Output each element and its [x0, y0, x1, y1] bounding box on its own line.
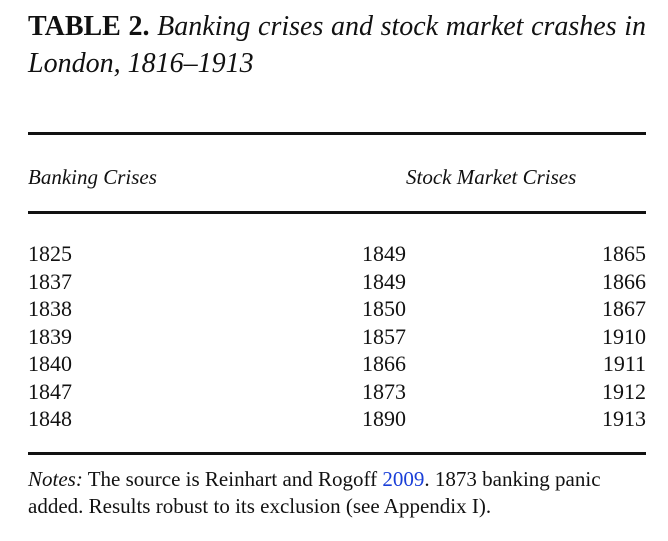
table-cell: 1865 — [602, 241, 646, 266]
table-cell: 1873 — [362, 378, 406, 404]
notes-label: Notes: — [28, 467, 83, 491]
header-stock-market-crises: Stock Market Crises — [406, 165, 577, 189]
stock-crises-column-1: 1849 1849 1850 1857 1866 1873 1890 — [362, 240, 482, 433]
table-notes: Notes: The source is Reinhart and Rogoff… — [28, 466, 646, 520]
notes-text-continued: . 1873 banking panic added. Results robu… — [28, 467, 601, 518]
table-cell: 1849 — [362, 268, 406, 294]
table-cell: 1913 — [602, 406, 646, 431]
table-cell: 1912 — [602, 378, 646, 404]
table-label: TABLE 2. — [28, 11, 150, 42]
stock-crises-column-2: 1865 1866 1867 1910 1911 1912 1913 — [526, 240, 646, 433]
table-caption: TABLE 2. Banking crises and stock market… — [28, 8, 646, 82]
table-cell: 1866 — [362, 351, 406, 376]
table-cell: 1910 — [602, 323, 646, 349]
top-rule — [28, 132, 646, 135]
table-cell: 1890 — [362, 406, 406, 431]
table-cell: 1839 — [28, 323, 72, 349]
reference-link[interactable]: 2009 — [382, 467, 425, 491]
table-cell: 1857 — [362, 323, 406, 349]
table-cell: 1840 — [28, 351, 72, 376]
table-cell: 1847 — [28, 378, 72, 404]
table-title: Banking crises and stock market crashes … — [28, 11, 647, 79]
table-cell: 1866 — [602, 268, 646, 294]
bottom-rule — [28, 452, 646, 455]
table-cell: 1849 — [362, 241, 406, 266]
table-cell: 1838 — [28, 296, 72, 321]
table-cell: 1837 — [28, 268, 72, 294]
header-banking-crises: Banking Crises — [28, 165, 157, 189]
table-cell: 1850 — [362, 296, 406, 321]
notes-text: The source is Reinhart and Rogoff — [82, 467, 383, 491]
table-cell: 1848 — [28, 406, 72, 431]
header-rule — [28, 211, 646, 214]
table-cell: 1825 — [28, 241, 72, 266]
table-cell: 1867 — [602, 296, 646, 321]
table-cell: 1911 — [602, 351, 646, 376]
banking-crises-column: 1825 1837 1838 1839 1840 1847 1848 — [28, 240, 148, 433]
